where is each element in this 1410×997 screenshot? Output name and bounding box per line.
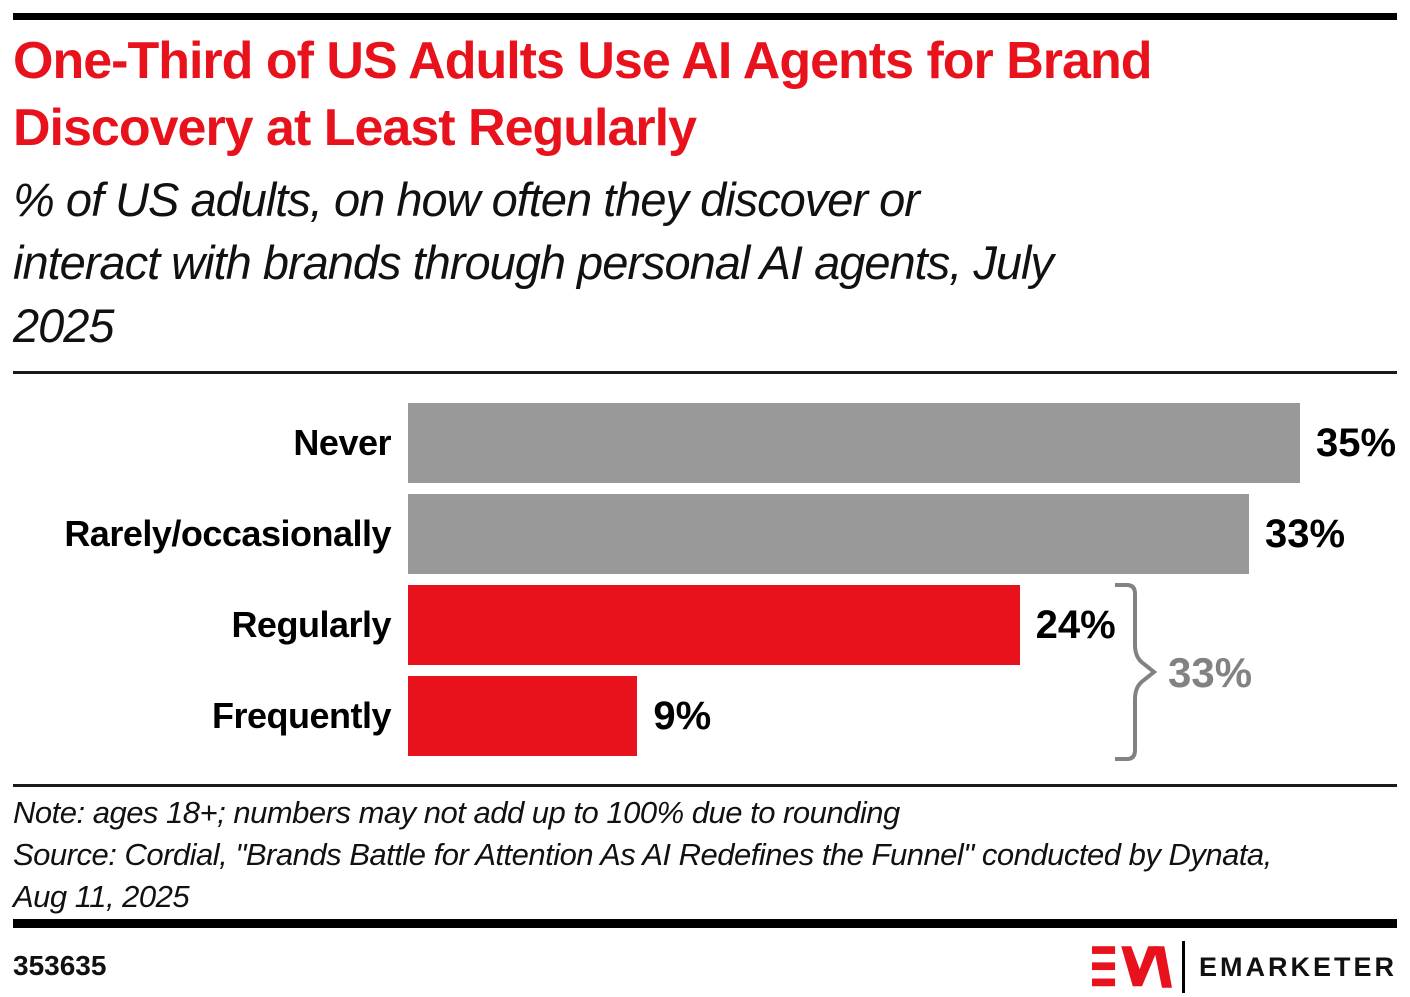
bracket-annotation-brace [1115, 583, 1158, 761]
logo-divider [1181, 941, 1185, 993]
chart-title-line: One-Third of US Adults Use AI Agents for… [13, 32, 1152, 90]
bar-row: Regularly 24% [13, 585, 1397, 665]
value-label: 24% [1035, 602, 1116, 647]
footnote: Note: ages 18+; numbers may not add up t… [13, 792, 1397, 918]
bar-chart: Never 35% Rarely/occasionally 33% Regularly 2… [13, 403, 1397, 761]
emarketer-wordmark: EMARKETER [1198, 951, 1397, 982]
bar [408, 676, 638, 756]
value-label: 33% [1265, 511, 1346, 556]
bar [408, 403, 1300, 483]
bar [408, 494, 1250, 574]
category-label: Rarely/occasionally [64, 513, 391, 554]
source-text: Source: Cordial, "Brands Battle for Atte… [13, 837, 1272, 914]
chart-subtitle-line: 2025 [13, 299, 115, 352]
emarketer-logo: EMARKETER [1091, 938, 1397, 996]
value-label: 9% [653, 693, 712, 738]
bar-row: Never 35% [13, 403, 1397, 483]
chart-subtitle: % of US adults, on how often they discov… [13, 168, 1397, 357]
top-rule [13, 13, 1397, 20]
chart-id: 353635 [13, 950, 107, 981]
category-label: Regularly [231, 604, 391, 645]
value-label: 35% [1316, 420, 1397, 465]
bracket-annotation-label: 33% [1168, 649, 1253, 696]
bottom-rule [13, 919, 1397, 928]
category-label: Frequently [211, 695, 392, 736]
chart-subtitle-line: interact with brands through personal AI… [13, 236, 1054, 289]
divider [13, 371, 1397, 374]
note-text: Note: ages 18+; numbers may not add up t… [13, 795, 900, 830]
chart-title: One-Third of US Adults Use AI Agents for… [13, 28, 1397, 162]
bar-row: Frequently 9% [13, 676, 1397, 756]
bar [408, 585, 1020, 665]
chart-title-line: Discovery at Least Regularly [13, 99, 697, 157]
category-label: Never [293, 422, 391, 463]
chart-subtitle-line: % of US adults, on how often they discov… [13, 173, 920, 226]
divider [13, 784, 1397, 787]
emarketer-em-icon [1091, 946, 1172, 988]
bar-row: Rarely/occasionally 33% [13, 494, 1397, 574]
